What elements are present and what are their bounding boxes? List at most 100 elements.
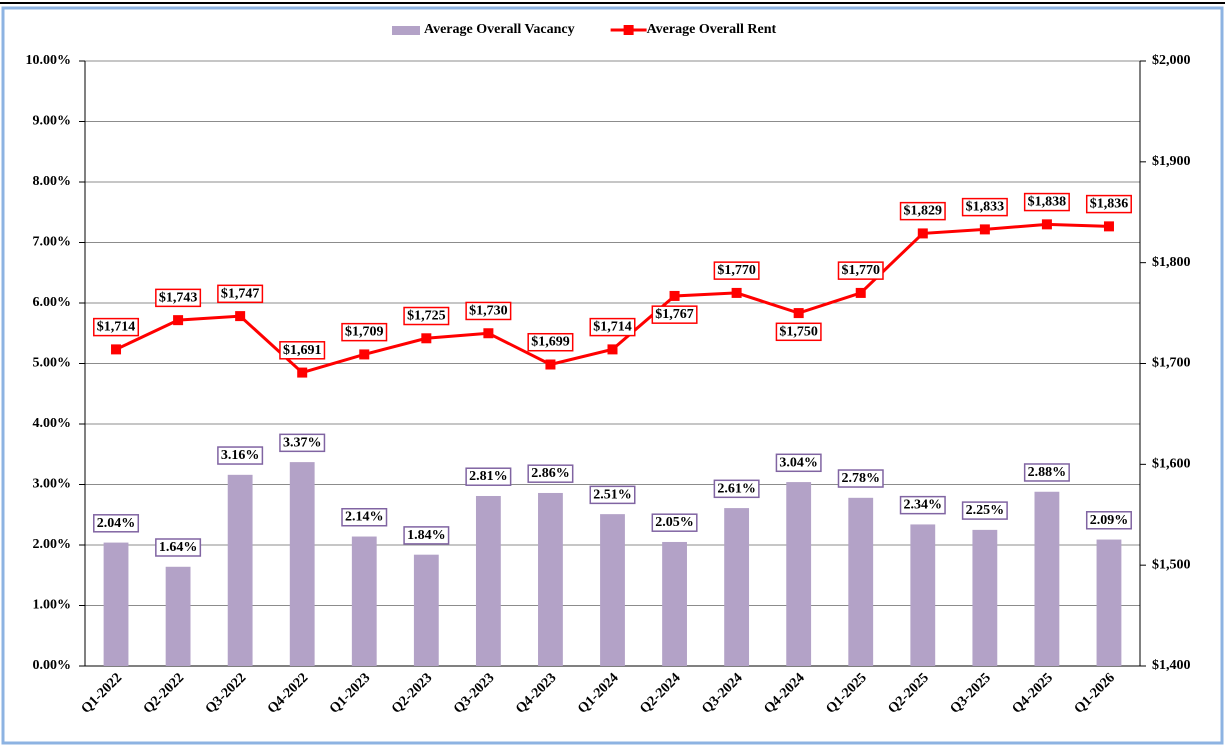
data-label: 2.09% — [1090, 513, 1129, 528]
data-label: $1,829 — [904, 204, 943, 219]
data-label-box — [651, 513, 698, 532]
bar — [1034, 491, 1060, 666]
data-label-group: $1,750 — [775, 322, 822, 342]
bar — [413, 554, 439, 666]
data-label-group: 1.84% — [403, 526, 450, 545]
line-marker — [359, 349, 370, 360]
data-label: 2.61% — [717, 481, 756, 496]
data-label: 1.84% — [407, 528, 446, 543]
line-marker — [111, 344, 122, 355]
data-label-group: $1,699 — [527, 332, 574, 352]
data-label-box — [651, 305, 698, 324]
data-label-box — [465, 301, 512, 321]
y2-tick-label: $1,700 — [1152, 356, 1191, 371]
line-marker — [917, 228, 928, 239]
data-label-group: 2.25% — [961, 501, 1008, 520]
y-tick-label: 8.00% — [33, 174, 72, 189]
data-label: $1,730 — [469, 303, 508, 318]
line-marker — [1041, 219, 1052, 230]
data-label: 2.78% — [841, 471, 880, 486]
data-label: $1,699 — [531, 335, 570, 350]
data-label-box — [403, 306, 450, 326]
data-label: 2.34% — [904, 498, 943, 513]
data-label-box — [837, 261, 884, 280]
bar — [475, 495, 501, 666]
data-label-box — [465, 467, 512, 486]
y2-tick-label: $2,000 — [1152, 53, 1191, 68]
data-label-box — [961, 197, 1008, 217]
data-label-group: 2.51% — [589, 485, 636, 505]
bar — [538, 492, 563, 666]
data-label-box — [589, 485, 636, 505]
line-marker — [1103, 221, 1114, 232]
data-label-box — [527, 464, 574, 483]
data-label: $1,770 — [717, 263, 756, 278]
data-label-box — [217, 446, 264, 465]
data-label-box — [1085, 194, 1132, 214]
data-label: 2.51% — [593, 487, 632, 502]
data-label-box — [155, 288, 202, 308]
data-label-box — [93, 317, 140, 337]
data-label: 2.14% — [345, 510, 384, 525]
data-label: $1,725 — [407, 309, 446, 324]
data-label-group: 2.61% — [713, 479, 760, 499]
data-label-group: 1.64% — [155, 538, 202, 557]
data-label: $1,714 — [97, 320, 136, 335]
bar — [972, 529, 998, 666]
line-marker — [669, 290, 680, 301]
data-label-box — [961, 501, 1008, 520]
data-label-box — [279, 433, 326, 453]
data-label: $1,833 — [966, 200, 1005, 215]
data-label-box — [217, 284, 264, 304]
y-tick-label: 10.00% — [26, 53, 72, 68]
data-label: 2.04% — [97, 516, 136, 531]
data-label-group: 2.05% — [651, 513, 698, 532]
y-tick-label: 4.00% — [33, 416, 72, 431]
data-label-group: 2.04% — [93, 514, 140, 533]
data-label-group: $1,725 — [403, 306, 450, 326]
data-label-box — [899, 495, 946, 515]
bar — [848, 497, 874, 666]
data-label-group: 2.86% — [527, 464, 574, 483]
data-label-box — [279, 341, 326, 360]
y-tick-label: 5.00% — [33, 356, 72, 371]
data-label-box — [713, 479, 760, 499]
line-marker — [607, 344, 618, 355]
data-label-box — [589, 317, 636, 337]
line-marker — [421, 333, 432, 344]
line-marker — [235, 311, 246, 322]
data-label: $1,743 — [159, 290, 198, 305]
data-label-box — [155, 538, 202, 557]
y-tick-label: 9.00% — [33, 114, 72, 129]
bar — [227, 474, 253, 666]
bar — [724, 508, 750, 666]
data-label-box — [403, 526, 450, 545]
data-label-group: 3.16% — [217, 446, 264, 465]
data-label: 3.16% — [221, 448, 260, 463]
legend-swatch — [392, 26, 420, 35]
line-marker — [979, 224, 990, 235]
data-label-group: 3.37% — [279, 433, 326, 453]
bar — [351, 536, 377, 666]
data-label-group: $1,836 — [1085, 194, 1132, 214]
y-tick-label: 3.00% — [33, 477, 72, 492]
data-label-box — [93, 514, 140, 533]
data-label-group: $1,691 — [279, 341, 326, 360]
data-label-box — [1085, 511, 1132, 530]
data-label: 1.64% — [159, 540, 198, 555]
data-label: $1,691 — [283, 343, 322, 358]
data-label-group: 2.78% — [837, 469, 884, 488]
data-label-group: $1,767 — [651, 305, 698, 324]
data-label-box — [1023, 463, 1070, 482]
data-label-box — [899, 201, 946, 221]
data-label-group: $1,714 — [93, 317, 140, 337]
bar — [786, 482, 812, 666]
data-label: $1,838 — [1028, 195, 1067, 210]
data-label: $1,709 — [345, 325, 384, 340]
y-tick-label: 0.00% — [33, 658, 72, 673]
line-marker — [297, 367, 308, 378]
data-label-box — [775, 322, 822, 342]
data-label-box — [527, 332, 574, 352]
data-label: $1,770 — [841, 263, 880, 278]
legend-label: Average Overall Rent — [647, 22, 777, 37]
